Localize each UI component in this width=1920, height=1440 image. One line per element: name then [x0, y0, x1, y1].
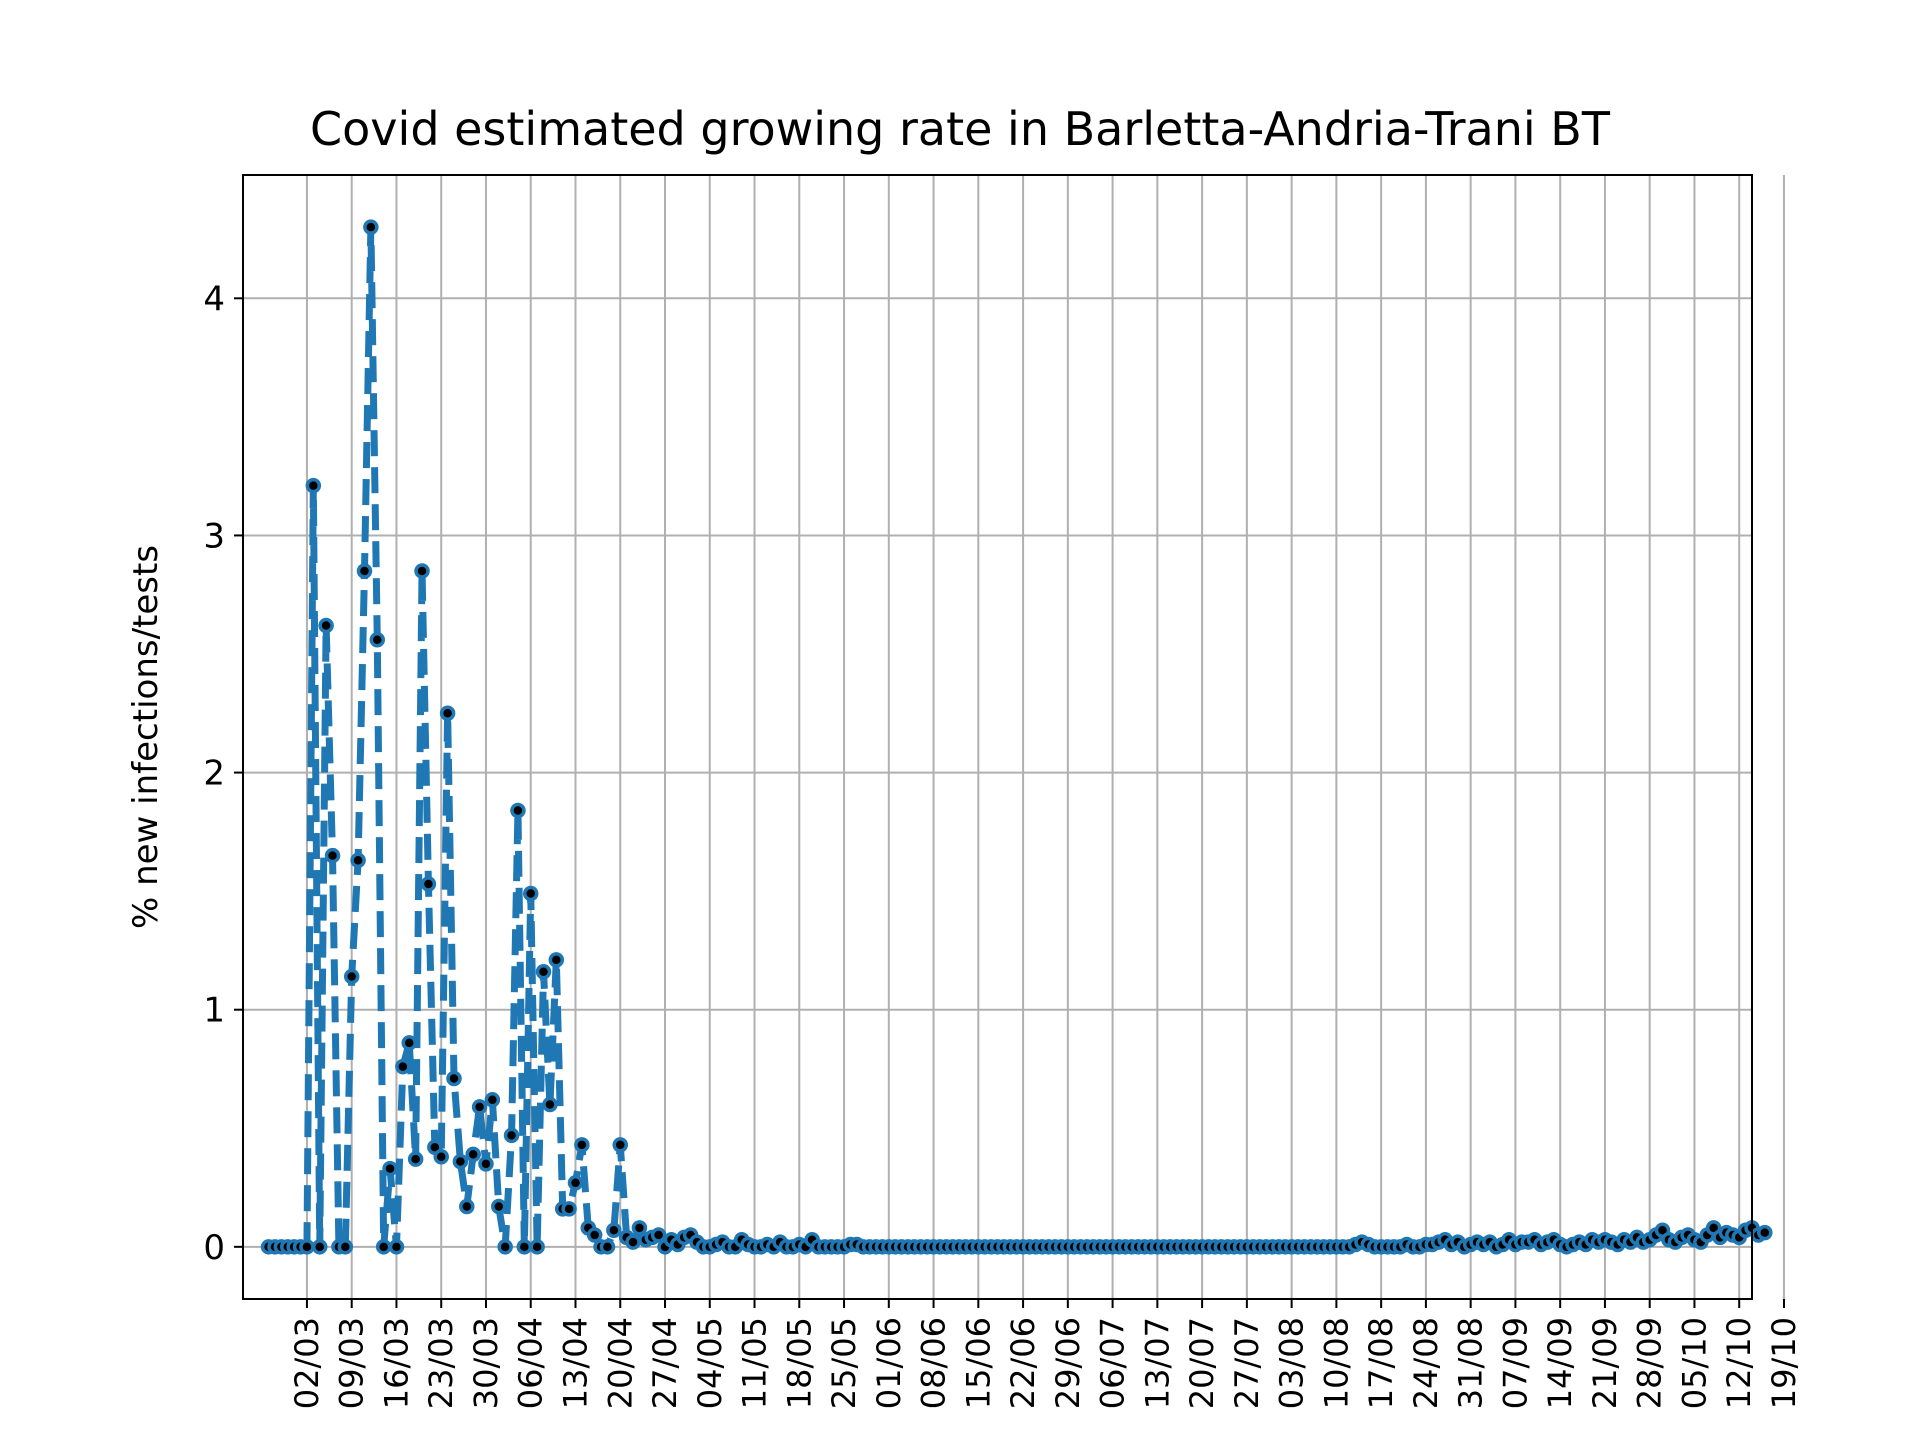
data-point [567, 1175, 584, 1191]
data-point [465, 1146, 481, 1163]
data-point [433, 1148, 449, 1165]
x-tick-label: 17/08 [1362, 1317, 1400, 1409]
y-axis: 0 1 2 3 4 [203, 279, 243, 1268]
x-tick-label: 29/06 [1049, 1317, 1087, 1409]
data-point [305, 477, 322, 494]
x-tick-label: 05/10 [1675, 1317, 1713, 1409]
data-point [471, 1099, 488, 1115]
data-point [318, 617, 334, 634]
data-point [491, 1198, 507, 1215]
data-point [388, 1239, 405, 1255]
x-tick-label: 27/07 [1228, 1317, 1266, 1409]
data-point [510, 802, 526, 819]
x-axis: 02/03 09/03 16/03 23/03 30/03 06/04 13/04 20/04… [288, 1299, 1803, 1409]
grid [243, 175, 1785, 1299]
data-point [420, 876, 437, 892]
data-point [484, 1092, 501, 1108]
x-tick-label: 12/10 [1720, 1317, 1758, 1409]
y-tick-label: 3 [203, 516, 225, 556]
x-tick-label: 10/08 [1317, 1317, 1355, 1409]
x-tick-label: 06/07 [1094, 1317, 1132, 1409]
data-point [497, 1239, 513, 1255]
x-tick-label: 11/05 [736, 1317, 774, 1409]
data-point [503, 1127, 520, 1144]
y-tick-label: 4 [203, 279, 225, 319]
data-point [612, 1137, 628, 1153]
x-tick-label: 20/07 [1183, 1317, 1221, 1409]
x-tick-label: 23/03 [422, 1317, 460, 1409]
x-tick-label: 25/05 [825, 1317, 863, 1409]
x-tick-label: 24/08 [1407, 1317, 1445, 1409]
y-axis-label: % new infections/tests [126, 545, 166, 929]
data-point [650, 1227, 667, 1243]
x-tick-label: 13/07 [1138, 1317, 1176, 1409]
data-point [625, 1234, 641, 1250]
x-tick-label: 04/05 [691, 1317, 729, 1409]
data-point [631, 1220, 648, 1236]
x-tick-label: 08/06 [915, 1317, 953, 1409]
x-tick-label: 13/04 [556, 1317, 594, 1409]
y-tick-label: 2 [203, 754, 225, 794]
y-tick-label: 0 [203, 1228, 225, 1268]
x-tick-label: 16/03 [377, 1317, 415, 1409]
data-point [478, 1156, 494, 1172]
data-point [452, 1153, 469, 1170]
data-point [382, 1160, 398, 1177]
chart-title: Covid estimated growing rate in Barletta… [310, 102, 1611, 156]
x-tick-label: 21/09 [1586, 1317, 1624, 1409]
data-point [343, 968, 360, 985]
x-tick-label: 03/08 [1273, 1317, 1311, 1409]
data-point [561, 1201, 577, 1217]
data-point [516, 1239, 533, 1255]
x-tick-label: 22/06 [1004, 1317, 1042, 1409]
data-point [529, 1239, 545, 1255]
data-point [350, 852, 366, 869]
data-point [535, 964, 552, 980]
x-tick-label: 18/05 [780, 1317, 818, 1409]
x-tick-label: 20/04 [601, 1317, 639, 1409]
x-tick-label: 07/09 [1496, 1317, 1534, 1409]
data-point [324, 847, 341, 864]
data-point [459, 1198, 475, 1215]
data-point [599, 1239, 616, 1255]
data-point [606, 1222, 622, 1238]
data-point [375, 1239, 392, 1255]
data-point [542, 1096, 558, 1113]
x-tick-label: 09/03 [333, 1317, 371, 1409]
data-point [299, 1239, 315, 1255]
series-layer [260, 219, 1773, 1255]
data-point [395, 1058, 411, 1075]
data-point [414, 563, 430, 579]
x-tick-label: 31/08 [1452, 1317, 1490, 1409]
data-point [586, 1227, 603, 1243]
data-point [369, 632, 386, 648]
x-tick-label: 15/06 [959, 1317, 997, 1409]
data-point [1757, 1224, 1773, 1241]
data-point [363, 219, 379, 235]
x-tick-label: 06/04 [512, 1317, 550, 1409]
data-point [407, 1151, 424, 1167]
x-tick-label: 14/09 [1541, 1317, 1579, 1409]
x-tick-label: 27/04 [646, 1317, 684, 1409]
data-point [401, 1035, 417, 1051]
x-tick-label: 01/06 [870, 1317, 908, 1409]
x-tick-label: 28/09 [1631, 1317, 1669, 1409]
data-point [574, 1137, 590, 1153]
data-point [548, 952, 565, 968]
data-point [446, 1070, 462, 1087]
data-point [356, 563, 373, 579]
data-point [522, 885, 539, 902]
plot-area-frame [242, 174, 1753, 1300]
x-tick-label: 30/03 [467, 1317, 505, 1409]
x-tick-label: 02/03 [288, 1317, 326, 1409]
y-tick-label: 1 [203, 991, 225, 1031]
data-point [337, 1239, 354, 1255]
data-point [439, 705, 456, 722]
data-point [311, 1239, 328, 1255]
x-tick-label: 19/10 [1765, 1317, 1803, 1409]
